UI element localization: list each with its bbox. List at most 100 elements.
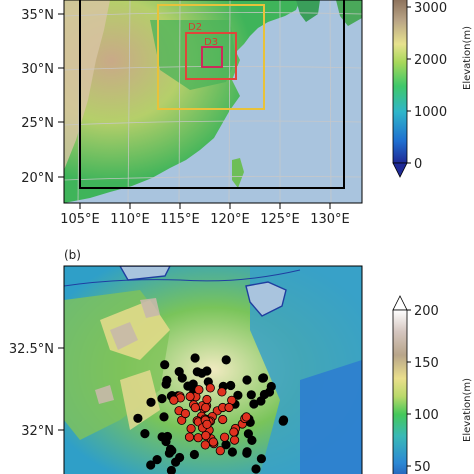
cb-a-label: Elevation(m) [462,26,473,90]
station-marker-inner [200,440,210,450]
lake-right [245,281,287,317]
station-marker-outer [166,465,176,474]
lat-tick-20n: 20°N [21,171,54,186]
station-marker-outer [161,436,171,447]
station-marker-inner [190,402,200,413]
station-marker-outer [133,413,143,423]
plateau-region [64,0,110,170]
graticule [64,0,362,203]
lon-tick-110e: 110°E [110,212,150,227]
station-marker-outer [246,390,256,400]
station-marker-outer [249,399,259,409]
china-mainland-land [64,0,300,203]
panel-b-lat-ticks: 32.5°N 32°N [9,342,64,439]
cb-a-tick-0: 0 [414,157,422,172]
lon-tick-120e: 120°E [210,212,250,227]
station-marker-inner [215,446,225,456]
station-marker-inner [186,423,196,434]
station-marker-outer [251,464,261,474]
station-markers [133,353,289,474]
lat-tick-32n: 32°N [21,424,54,439]
station-marker-inner [224,402,234,413]
cb-b-tick-100: 100 [414,408,439,423]
station-marker-outer [160,360,170,370]
cb-a-tick-2000: 2000 [414,53,447,68]
lat-tick-32-5n: 32.5°N [9,342,54,357]
lon-tick-130e: 130°E [310,212,350,227]
panel-b-colorbar: 200 150 100 50 Elevation(m) [392,295,473,474]
station-marker-inner [202,419,212,429]
station-marker-inner [241,412,251,422]
station-marker-outer [242,375,252,385]
cb-a-tick-3000: 3000 [414,1,447,16]
cb-b-tick-150: 150 [414,356,439,371]
panel-a-lat-ticks: 35°N 30°N 25°N 20°N [21,8,64,186]
lat-tick-25n: 25°N [21,116,54,131]
station-marker-outer [164,448,174,458]
cb-a-tick-1000: 1000 [414,105,447,120]
taiwan-land [232,158,244,188]
station-marker-outer [161,379,171,389]
station-marker-inner [208,437,218,447]
lowland-south-east [300,360,362,474]
station-marker-inner [185,391,195,402]
station-marker-outer [258,373,269,383]
panel-a-frame [63,0,363,204]
station-marker-outer [226,380,236,391]
lat-tick-30n: 30°N [21,62,54,77]
panel-a-map: D2 D3 [64,0,362,203]
lon-tick-115e: 115°E [160,212,200,227]
station-marker-inner [205,383,215,393]
station-marker-inner [180,408,190,419]
hill-speckle [95,298,160,404]
panel-b-frame [63,265,363,474]
station-marker-outer [247,435,257,445]
station-marker-inner [217,387,227,397]
station-marker-outer [256,454,266,464]
station-marker-outer [242,447,252,457]
lat-tick-35n: 35°N [21,8,54,23]
lon-tick-105e: 105°E [60,212,100,227]
colorbar-b-extend-arrow [392,295,408,311]
station-marker-inner [201,402,211,413]
station-marker-outer [175,452,185,463]
panel-b-label: (b) [64,248,81,262]
colorbar-a-extend-arrow [392,162,408,178]
station-marker-outer [152,454,162,465]
japan-land [336,0,362,26]
station-marker-outer [233,390,243,400]
station-marker-outer [146,460,156,470]
cb-b-tick-50: 50 [414,460,431,474]
highland-band-2 [120,370,160,430]
station-marker-inner [220,432,230,442]
station-marker-inner [230,435,240,445]
station-marker-outer [159,412,169,422]
station-marker-outer [227,447,237,457]
station-marker-inner [169,395,179,405]
lowland-plain [150,20,236,90]
station-marker-inner [194,385,204,395]
domain-d1-box [157,4,265,110]
station-marker-inner [184,432,195,442]
domain-d2-box [185,32,237,80]
station-marker-outer [266,381,276,392]
station-marker-outer [189,449,199,460]
panel-a-colorbar: 3000 2000 1000 0 Elevation(m) [392,0,473,178]
domain-d3-box [201,46,223,68]
lon-tick-125e: 125°E [260,212,300,227]
river [64,269,301,287]
station-marker-inner [193,433,203,443]
station-marker-outer [140,428,150,439]
station-marker-outer [221,355,231,365]
panel-b-map [64,266,362,474]
station-marker-inner [201,430,211,441]
station-marker-outer [177,373,187,383]
panel-a-lon-ticks: 105°E 110°E 115°E 120°E 125°E 130°E [60,203,350,227]
station-marker-outer [190,353,200,363]
domain-d0-box [79,0,345,189]
station-marker-outer [146,397,156,407]
station-marker-outer [183,381,193,391]
station-marker-outer [157,393,167,404]
cb-b-tick-200: 200 [414,304,439,319]
station-marker-outer [197,368,207,378]
